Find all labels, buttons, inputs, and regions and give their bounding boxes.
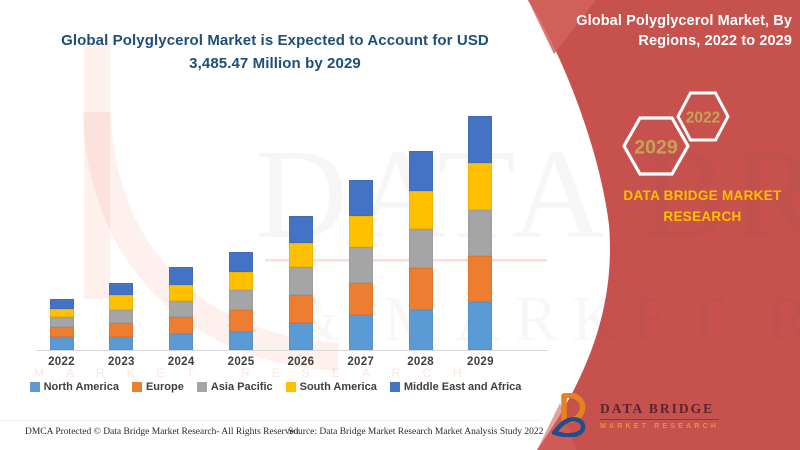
bar-segment-europe-2028 [408, 267, 433, 310]
logo-text-block: DATA BRIDGE MARKET RESEARCH [600, 401, 720, 430]
bar-segment-middle-east-and-africa-2025 [229, 251, 254, 272]
brand-caption: DATA BRIDGE MARKET RESEARCH [623, 188, 782, 224]
hexagon-2022-outline [676, 91, 730, 142]
bar-segment-north-america-2024 [169, 333, 194, 350]
bar-segment-asia-pacific-2022 [49, 317, 74, 328]
bar-segment-south-america-2029 [468, 162, 493, 210]
x-axis-label-2024: 2024 [167, 356, 195, 368]
bar-segment-asia-pacific-2027 [348, 247, 373, 284]
x-axis-label-2023: 2023 [107, 356, 135, 368]
chart-legend: North America Europe Asia Pacific South Ame… [18, 381, 533, 393]
bar-segment-middle-east-and-africa-2027 [348, 180, 373, 217]
bar-segment-north-america-2026 [288, 323, 313, 350]
x-axis-label-2026: 2026 [287, 356, 315, 368]
bar-segment-south-america-2022 [49, 309, 74, 318]
legend-label: Asia Pacific [210, 381, 273, 393]
legend-swatch [196, 382, 207, 392]
bar-segment-middle-east-and-africa-2023 [109, 282, 134, 296]
logo-tagline: MARKET RESEARCH [600, 422, 720, 430]
bar-segment-asia-pacific-2028 [408, 228, 433, 268]
bar-segment-north-america-2028 [408, 309, 433, 350]
legend-label: South America [299, 381, 377, 393]
bar-segment-middle-east-and-africa-2022 [49, 299, 74, 310]
bar-segment-south-america-2025 [229, 271, 254, 290]
bar-segment-europe-2023 [109, 322, 134, 337]
bar-segment-middle-east-and-africa-2026 [288, 215, 313, 243]
legend-label: Middle East and Africa [403, 381, 522, 393]
x-axis-label-2027: 2027 [347, 356, 375, 368]
bar-segment-north-america-2029 [468, 301, 493, 350]
bar-segment-north-america-2022 [49, 337, 74, 350]
bar-segment-north-america-2023 [109, 336, 134, 350]
bar-segment-europe-2024 [169, 316, 194, 334]
bar-segment-south-america-2027 [348, 216, 373, 248]
stacked-bar-chart: 2022 2023 2024 2025 2026 2027 2028 2029 [36, 116, 548, 368]
legend-item-north-america: North America [29, 381, 119, 393]
red-panel-light-wedge-top [528, 0, 596, 54]
panel-title: Global Polyglycerol Market, By Regions, … [576, 13, 792, 49]
bar-segment-middle-east-and-africa-2029 [468, 116, 493, 163]
x-axis-line [36, 350, 548, 351]
bar-segment-south-america-2024 [169, 285, 194, 301]
x-axis-label-2028: 2028 [407, 356, 434, 368]
legend-label: Europe [145, 381, 184, 393]
hexagon-2029-label: 2029 [634, 137, 678, 159]
chart-title: Global Polyglycerol Market is Expected t… [61, 32, 489, 72]
red-panel-shape [528, 0, 800, 450]
bar-segment-asia-pacific-2026 [288, 266, 313, 295]
legend-item-asia-pacific: Asia Pacific [196, 381, 273, 393]
legend-item-europe: Europe [131, 381, 184, 393]
legend-swatch [389, 382, 400, 392]
bar-segment-europe-2029 [468, 255, 493, 302]
hexagon-badges: 2022 2029 [622, 91, 730, 176]
bar-segment-europe-2026 [288, 294, 313, 324]
legend-swatch [131, 382, 142, 392]
data-bridge-logo: DATA BRIDGE MARKET RESEARCH [551, 393, 720, 437]
bar-segment-asia-pacific-2029 [468, 209, 493, 256]
bar-segment-asia-pacific-2025 [229, 289, 254, 310]
bar-segment-north-america-2027 [348, 314, 373, 350]
bar-segment-middle-east-and-africa-2028 [408, 150, 433, 191]
x-axis-label-2029: 2029 [467, 356, 494, 368]
data-bridge-logo-icon [551, 393, 586, 437]
bar-segment-south-america-2028 [408, 190, 433, 229]
bar-segment-north-america-2025 [229, 331, 254, 350]
legend-swatch [285, 382, 296, 392]
bar-segment-middle-east-and-africa-2024 [169, 266, 194, 286]
x-axis-label-2022: 2022 [48, 356, 75, 368]
bar-segment-asia-pacific-2023 [109, 310, 134, 323]
legend-item-south-america: South America [285, 381, 377, 393]
legend-label: North America [43, 381, 119, 393]
legend-item-middle-east-and-africa: Middle East and Africa [389, 381, 522, 393]
bar-segment-europe-2025 [229, 309, 254, 332]
legend-swatch [29, 382, 40, 392]
footer-source: Source: Data Bridge Market Research Mark… [288, 427, 544, 437]
bar-segment-south-america-2026 [288, 242, 313, 267]
bar-segment-asia-pacific-2024 [169, 300, 194, 317]
hexagon-2022: 2022 [676, 91, 730, 142]
footer-copyright: DMCA Protected © Data Bridge Market Rese… [25, 427, 301, 437]
hexagon-2022-label: 2022 [686, 110, 720, 127]
x-axis-label-2025: 2025 [227, 356, 255, 368]
hexagon-2029: 2029 [622, 116, 690, 176]
logo-name: DATA BRIDGE [600, 401, 720, 420]
hexagon-2029-outline [622, 116, 690, 176]
bar-segment-south-america-2023 [109, 295, 134, 310]
bar-segment-europe-2027 [348, 283, 373, 315]
bar-segment-europe-2022 [49, 327, 74, 338]
footer-divider [0, 420, 540, 421]
